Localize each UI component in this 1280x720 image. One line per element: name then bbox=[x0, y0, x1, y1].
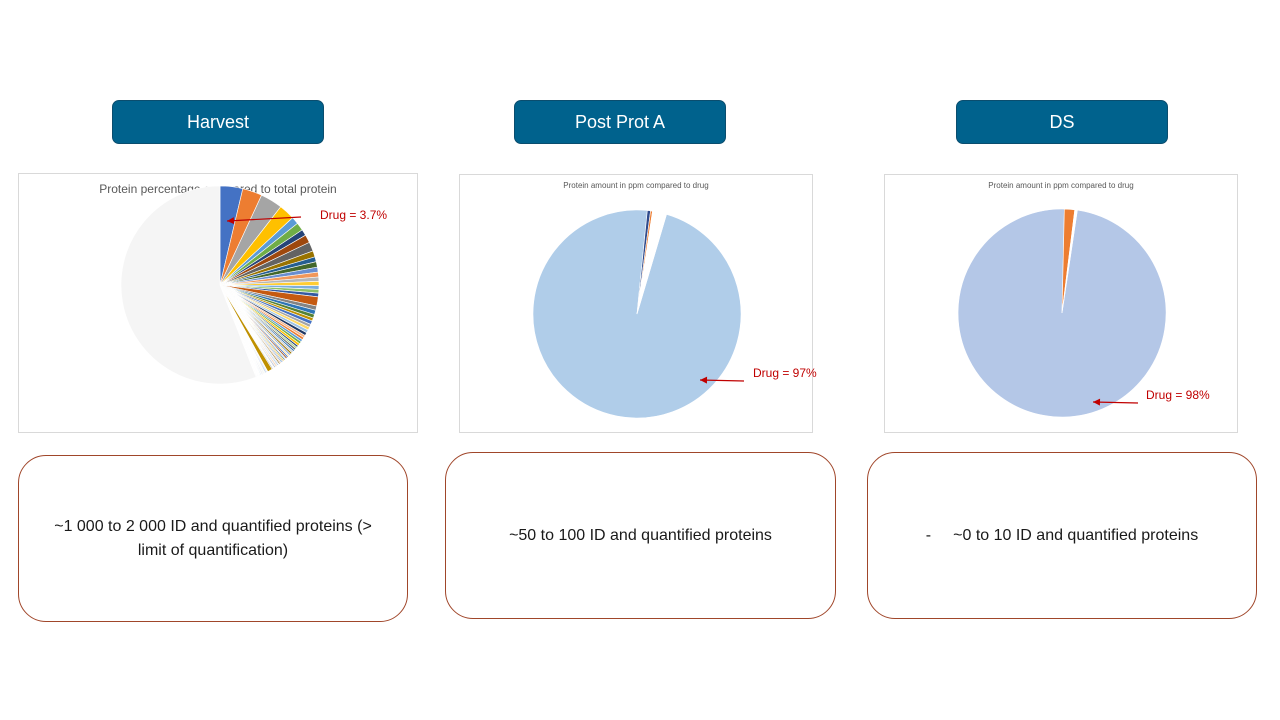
stage-button-post-prot-a[interactable]: Post Prot A bbox=[514, 100, 726, 144]
annotation-arrow-head bbox=[1093, 398, 1101, 406]
annotation-arrow-head bbox=[227, 217, 235, 225]
chart-title: Protein amount in ppm compared to drug bbox=[563, 181, 709, 190]
drug-annotation: Drug = 3.7% bbox=[320, 208, 388, 222]
stage-button-ds[interactable]: DS bbox=[956, 100, 1168, 144]
info-text: ~50 to 100 ID and quantified proteins bbox=[509, 526, 772, 544]
stage-button-harvest[interactable]: Harvest bbox=[112, 100, 324, 144]
post-prot-a-pie-chart: Protein amount in ppm compared to drug D… bbox=[459, 174, 817, 433]
info-box-post-prot-a: ~50 to 100 ID and quantified proteins bbox=[445, 452, 836, 619]
drug-annotation: Drug = 97% bbox=[753, 366, 817, 380]
annotation-arrow-line bbox=[699, 379, 745, 382]
info-box-harvest: ~1 000 to 2 000 ID and quantified protei… bbox=[18, 455, 408, 622]
stage-label: Post Prot A bbox=[574, 111, 666, 132]
pie-slice bbox=[120, 185, 257, 385]
pie-slice bbox=[636, 210, 667, 315]
annotation-arrow-head bbox=[700, 376, 708, 384]
pie-svg bbox=[957, 208, 1167, 418]
annotation-arrow-line bbox=[226, 216, 302, 222]
stage-label: DS bbox=[1049, 111, 1075, 132]
ds-pie-chart: Protein amount in ppm compared to drug D… bbox=[884, 174, 1238, 433]
info-text: ~1 000 to 2 000 ID and quantified protei… bbox=[54, 517, 372, 559]
bullet-dash: - bbox=[925, 526, 932, 544]
harvest-pie-chart: Protein percentage compared to total pro… bbox=[18, 173, 418, 433]
chart-title: Protein amount in ppm compared to drug bbox=[988, 181, 1134, 190]
pie-slice bbox=[1061, 209, 1078, 314]
info-text: ~0 to 10 ID and quantified proteins bbox=[953, 526, 1199, 544]
info-box-ds: - ~0 to 10 ID and quantified proteins bbox=[867, 452, 1257, 619]
pie-svg bbox=[120, 185, 320, 385]
annotation-arrow-line bbox=[1092, 401, 1139, 404]
drug-annotation: Drug = 98% bbox=[1146, 388, 1210, 402]
stage-label: Harvest bbox=[186, 111, 249, 132]
pie-svg bbox=[532, 209, 745, 419]
